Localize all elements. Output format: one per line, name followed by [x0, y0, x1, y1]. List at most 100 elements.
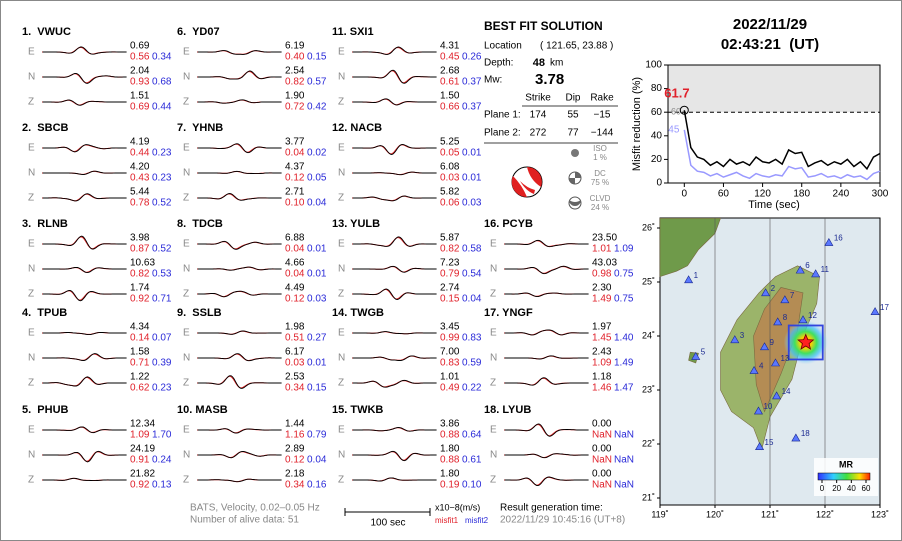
misfit1: 0.79 [440, 269, 460, 280]
component-value: 24 % [591, 203, 609, 212]
misfit2: 0.75 [614, 269, 634, 280]
station-title: 3. RLNB [22, 218, 68, 230]
table-header: Rake [590, 93, 614, 104]
component: E [338, 328, 345, 339]
misfit1: 0.78 [130, 198, 150, 209]
misfit1: 0.04 [285, 269, 305, 280]
station-marker [780, 295, 790, 304]
misfit2: 0.16 [307, 480, 327, 491]
component: Z [338, 97, 344, 108]
station-label: 12 [808, 311, 817, 320]
station-label: 14 [782, 387, 791, 396]
station-marker [691, 351, 701, 360]
legend-misfit2: misfit2 [465, 516, 489, 525]
component: N [490, 450, 497, 461]
amplitude: 24.19 [130, 444, 155, 455]
component: N [490, 264, 497, 275]
component: E [28, 239, 35, 250]
amplitude: 5.44 [130, 187, 150, 198]
observed-trace [42, 235, 127, 250]
start-label: 45 [668, 125, 680, 136]
observed-trace [42, 331, 127, 336]
amplitude: 7.23 [440, 258, 460, 269]
misfit1: 0.82 [440, 244, 460, 255]
component: E [338, 143, 345, 154]
misfit2: 0.53 [152, 269, 172, 280]
depth: 48 [533, 57, 545, 69]
component: N [338, 168, 345, 179]
misfit2: 0.01 [307, 358, 327, 369]
x-axis-label: Time (sec) [748, 199, 800, 211]
clvd-ball [568, 196, 582, 210]
observed-trace [504, 292, 589, 298]
station-label: 11 [821, 265, 830, 274]
misfit2: 0.15 [307, 52, 327, 63]
station-label: 17 [880, 303, 889, 312]
y-tick-label: 23˚ [642, 384, 655, 394]
misfit1: 0.91 [130, 455, 150, 466]
component: Z [28, 475, 34, 486]
observed-trace [42, 376, 127, 387]
x-tick-label: 300 [872, 189, 889, 200]
mountains [753, 287, 804, 413]
component: Z [183, 289, 189, 300]
misfit2: 0.02 [307, 148, 327, 159]
peak-marker [679, 105, 689, 115]
component-value: 75 % [591, 178, 609, 187]
component: E [490, 328, 497, 339]
amplitude: 7.00 [440, 347, 460, 358]
depth-unit: km [550, 58, 563, 69]
component: N [183, 264, 190, 275]
misfit1: 1.45 [592, 333, 612, 344]
misfit1: 0.82 [130, 269, 150, 280]
component: N [183, 450, 190, 461]
observed-trace [42, 73, 127, 84]
misfit1: 0.12 [285, 294, 305, 305]
amplitude: 1.18 [592, 372, 612, 383]
misfit1: 0.93 [130, 77, 150, 88]
station-title: 10. MASB [177, 404, 228, 416]
station-title: 12. NACB [332, 122, 382, 134]
observed-trace [352, 265, 437, 273]
scale-label: 100 sec [370, 518, 405, 529]
x-tick-label: 0 [682, 189, 688, 200]
misfit1: 1.49 [592, 294, 612, 305]
observed-trace [352, 98, 437, 106]
amplitude: 2.30 [592, 283, 612, 294]
misfit1: 0.69 [130, 102, 150, 113]
component: E [183, 328, 190, 339]
observed-trace [352, 288, 437, 300]
misfit2: 1.70 [152, 430, 172, 441]
y-tick-label: 60 [651, 107, 663, 118]
amplitude: 2.74 [440, 283, 460, 294]
misfit2: 0.71 [152, 294, 172, 305]
component: Z [28, 193, 34, 204]
y-tick-label: 40 [651, 130, 663, 141]
misfit1: NaN [592, 430, 612, 441]
amplitude: 2.68 [440, 66, 460, 77]
misfit1: 1.01 [592, 244, 612, 255]
misfit2: 0.44 [152, 102, 172, 113]
amplitude: 0.00 [592, 419, 612, 430]
station-marker [798, 315, 808, 324]
component: N [338, 72, 345, 83]
amplitude: 3.86 [440, 419, 460, 430]
component: E [183, 143, 190, 154]
station-marker [811, 269, 821, 278]
misfit2: 0.03 [307, 294, 327, 305]
component: Z [28, 97, 34, 108]
component: N [28, 450, 35, 461]
misfit2: NaN [614, 480, 634, 491]
amplitude: 2.04 [130, 66, 150, 77]
search-box [787, 324, 824, 361]
observed-trace [504, 265, 589, 275]
station-marker [824, 237, 834, 246]
amplitude: 4.66 [285, 258, 305, 269]
component: N [28, 168, 35, 179]
misfit1: NaN [592, 455, 612, 466]
observed-trace [504, 239, 589, 248]
misfit1: 0.34 [285, 383, 305, 394]
component: N [28, 264, 35, 275]
